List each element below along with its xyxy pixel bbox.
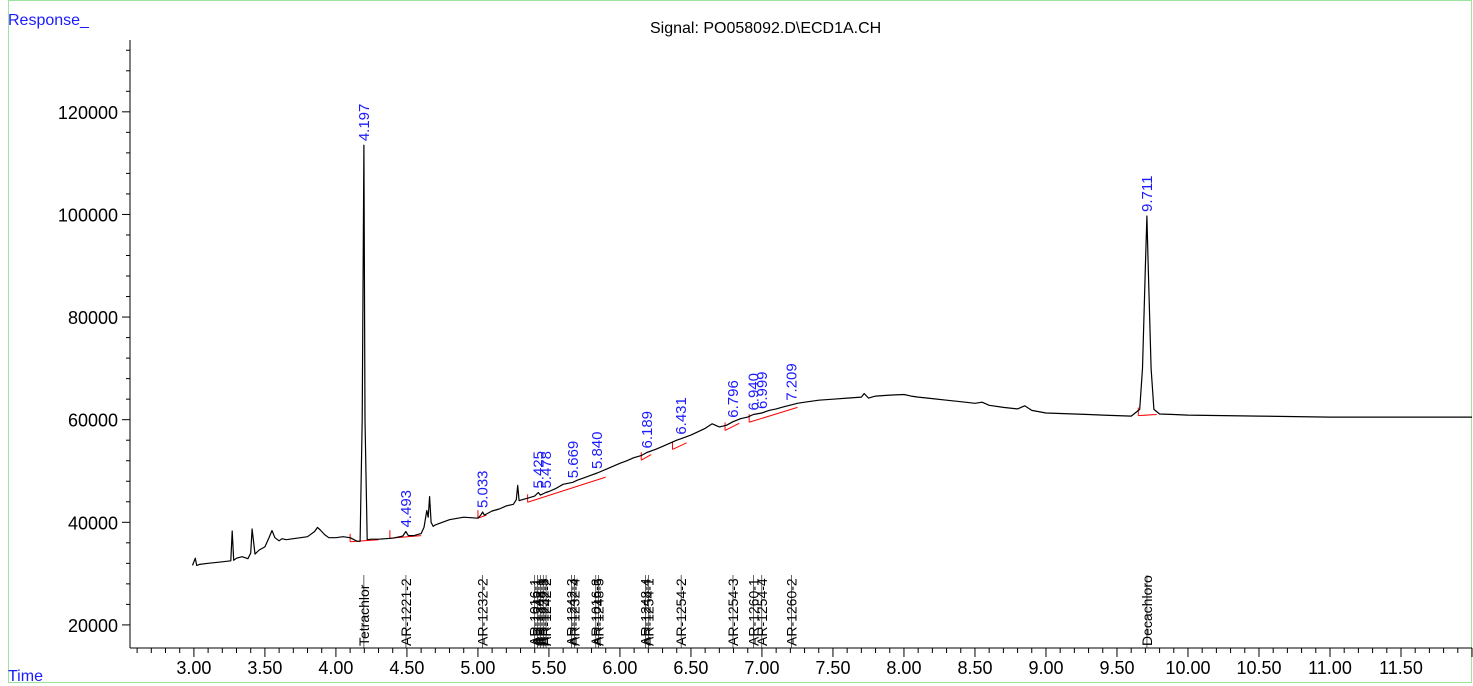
peak-rt-label: 5.425 — [530, 451, 547, 489]
x-tick-label: 11.50 — [1379, 658, 1423, 678]
integration-baseline — [350, 539, 379, 543]
y-tick-label: 20000 — [68, 616, 118, 636]
axes: 20000 40000 60000 80000 100000 120000 3.00 3.50… — [58, 40, 1473, 678]
x-tick-label: 3.00 — [176, 658, 211, 678]
integration-baseline — [640, 454, 652, 461]
trace-group — [191, 144, 1472, 566]
x-axis-label: Time — [8, 668, 43, 685]
integration-baseline — [1138, 414, 1157, 417]
x-tick-label: 8.50 — [957, 658, 992, 678]
x-tick-label: 6.00 — [602, 658, 637, 678]
peak-rt-label: 5.840 — [589, 431, 606, 469]
chart-frame — [8, 0, 1472, 683]
y-tick-label: 60000 — [68, 411, 118, 431]
peak-rt-label: 5.669 — [565, 441, 582, 479]
x-tick-label: 3.50 — [247, 658, 282, 678]
integration-baseline — [672, 442, 687, 450]
chart-title: Signal: PO058092.D\ECD1A.CH — [650, 20, 882, 37]
baseline-group — [349, 406, 1157, 543]
peak-rt-label: 6.796 — [725, 380, 742, 418]
integration-baseline — [527, 476, 606, 503]
y-tick-label: 100000 — [58, 205, 118, 225]
peak-rt-label: 6.189 — [639, 411, 656, 449]
peak-rt-label: 5.033 — [475, 470, 492, 508]
compound-label-group: Tetrachlor AR-1221-2 AR-1232-2 AR-1016-1AR-… — [356, 575, 1155, 648]
x-tick-label: 5.00 — [460, 658, 495, 678]
peak-rt-label: 4.493 — [398, 490, 415, 528]
x-tick-label: 9.00 — [1028, 658, 1063, 678]
y-axis-label: Response_ — [8, 12, 89, 29]
peak-rt-label: 4.197 — [356, 104, 373, 142]
signal-trace — [191, 144, 1472, 566]
peak-rt-label: 6.940 — [745, 373, 762, 411]
peak-rt-label: 6.999 — [754, 371, 771, 409]
x-tick-label: 8.00 — [886, 658, 921, 678]
x-tick-label: 5.50 — [531, 658, 566, 678]
x-tick-label: 11.00 — [1308, 658, 1352, 678]
x-tick-label: 10.00 — [1165, 658, 1210, 678]
peak-rt-label: 7.209 — [784, 363, 801, 401]
peak-rt-label: 6.431 — [673, 397, 690, 435]
x-tick-label: 4.00 — [318, 658, 353, 678]
x-tick-label: 7.00 — [744, 658, 779, 678]
integration-baseline — [477, 514, 487, 519]
x-tick-label: 10.50 — [1236, 658, 1281, 678]
x-tick-label: 7.50 — [815, 658, 850, 678]
y-tick-label: 80000 — [68, 308, 118, 328]
y-tick-label: 40000 — [68, 513, 118, 533]
peak-rt-label: 9.711 — [1139, 176, 1156, 212]
x-tick-label: 9.50 — [1099, 658, 1134, 678]
integration-baseline — [749, 406, 798, 423]
integration-baseline — [724, 422, 740, 431]
x-tick-label: 6.50 — [673, 658, 708, 678]
y-tick-label: 120000 — [58, 103, 118, 123]
peak-rt-label: 5.478 — [538, 451, 555, 489]
x-tick-label: 4.50 — [389, 658, 424, 678]
